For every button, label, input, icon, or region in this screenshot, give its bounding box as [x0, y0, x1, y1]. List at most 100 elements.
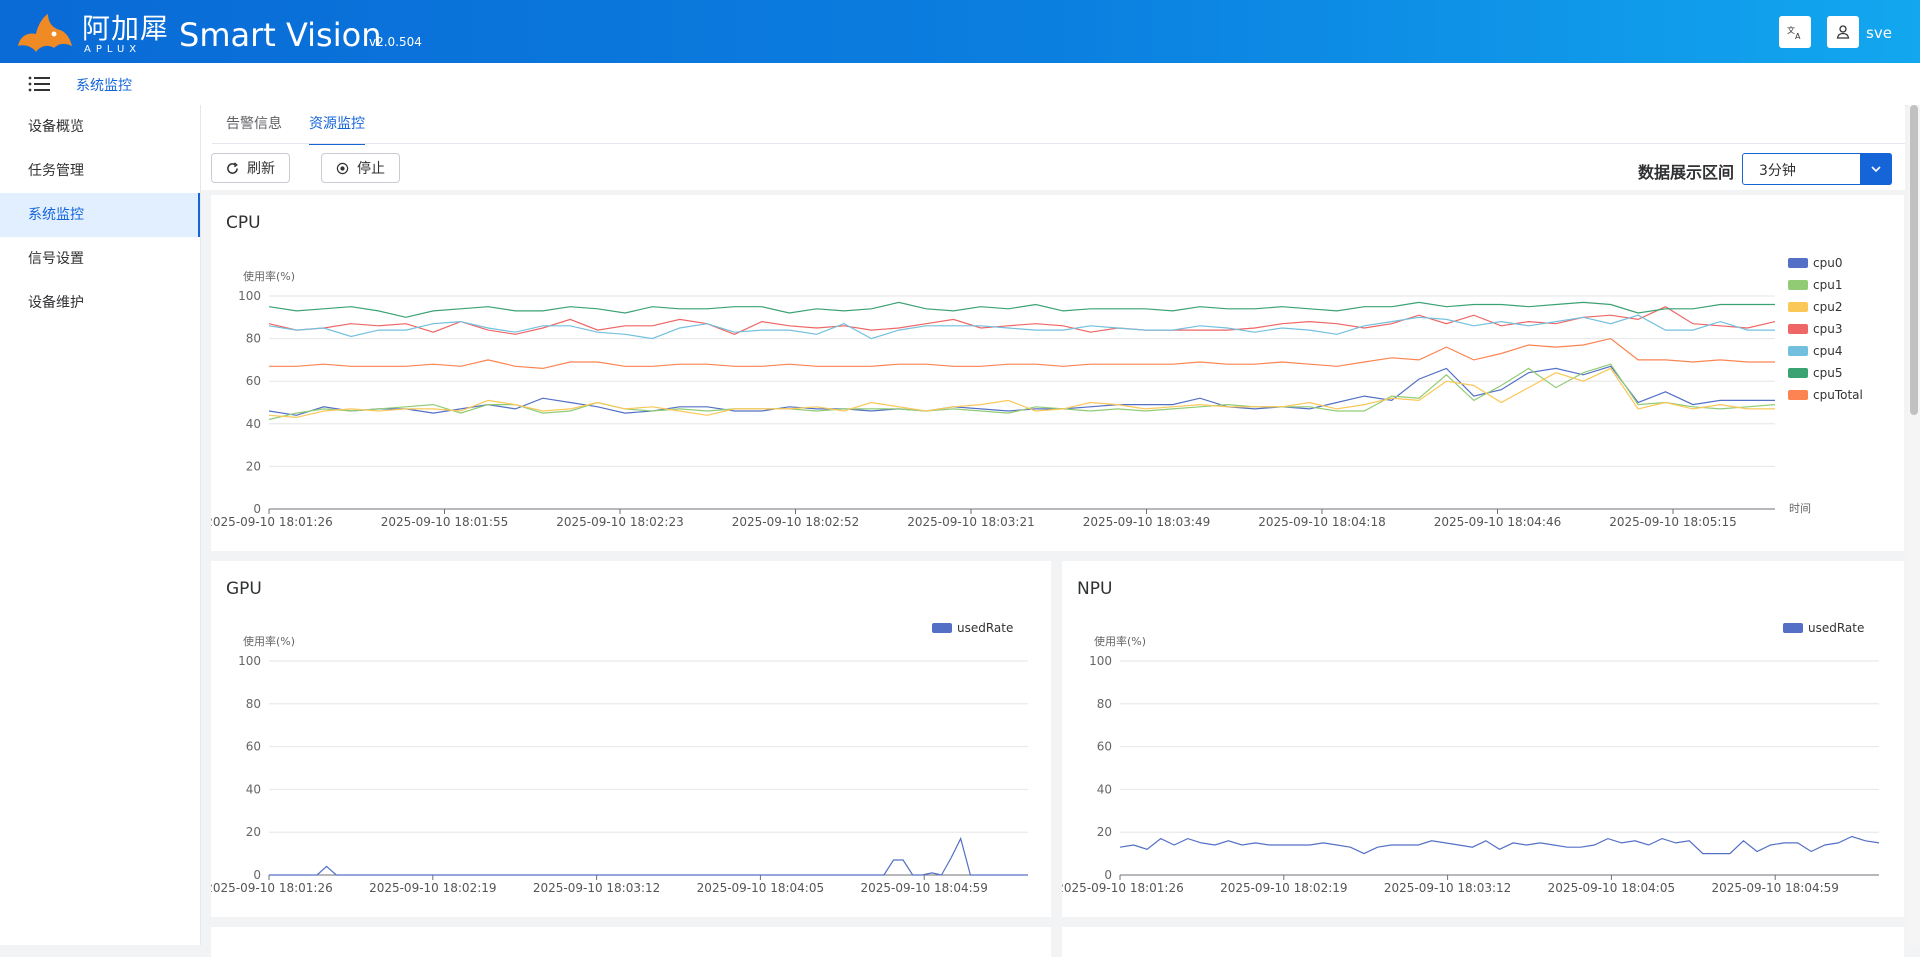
cpu-svg-series-cpu2 — [268, 367, 1775, 419]
cpu-svg-legend-label-cpu4: cpu4 — [1813, 344, 1842, 358]
chart-card-partial-left — [211, 927, 1051, 957]
page-scrollbar[interactable] — [1908, 105, 1920, 945]
cpu-svg-xlabel: 时间 — [1789, 502, 1811, 515]
main-content: 告警信息 资源监控 刷新 停止 数据展示区间 3分钟 — [201, 105, 1905, 957]
npu-svg-ytick-label: 40 — [1097, 782, 1112, 796]
cpu-chart-title: CPU — [226, 213, 261, 233]
cpu-chart-card: CPU 使用率(%) 0 20 40 60 80 100 2025-09-10 18:01:2… — [205, 195, 1904, 551]
npu-svg-series-usedRate — [1119, 835, 1880, 855]
range-dropdown-button[interactable] — [1860, 153, 1892, 185]
user-button[interactable] — [1827, 16, 1859, 48]
npu-svg-ytick-label: 100 — [1089, 654, 1112, 668]
stop-label: 停止 — [357, 161, 385, 177]
cpu-svg-ytick-label: 80 — [246, 332, 261, 346]
cpu-svg-legend-swatch-cpuTotal — [1788, 390, 1808, 400]
brand-name-en: APLUX — [84, 44, 142, 55]
npu-chart: 使用率(%) 0 20 40 60 80 100 2025-09-10 18:01:26 202… — [1056, 621, 1880, 895]
gpu-svg-legend-label-usedRate: usedRate — [957, 621, 1013, 635]
npu-svg-xtick-label: 2025-09-10 18:01:26 — [1062, 881, 1184, 895]
gpu-svg-ytick-label: 100 — [238, 654, 261, 668]
npu-svg-xtick-label: 2025-09-10 18:04:59 — [1711, 881, 1838, 895]
language-button[interactable]: 文 A — [1779, 16, 1811, 48]
brand-name-cn: 阿加犀 — [82, 12, 170, 45]
chart-card-partial-right — [1062, 927, 1904, 957]
sidebar-item-signal-settings[interactable]: 信号设置 — [28, 251, 84, 267]
cpu-svg-legend-label-cpu5: cpu5 — [1813, 366, 1842, 380]
cpu-svg-legend-swatch-cpu2 — [1788, 302, 1808, 312]
range-select[interactable]: 3分钟 — [1742, 153, 1892, 185]
gpu-svg-ytick-label: 20 — [246, 825, 261, 839]
cpu-svg-series-cpuTotal — [269, 337, 1775, 370]
cpu-svg-legend-swatch-cpu1 — [1788, 280, 1808, 290]
gpu-svg-xtick-label: 2025-09-10 18:04:05 — [697, 881, 824, 895]
npu-svg-ytick-label: 60 — [1097, 740, 1112, 754]
gpu-chart-title: GPU — [226, 579, 262, 599]
refresh-button[interactable]: 刷新 — [211, 153, 290, 183]
cpu-svg-ylabel: 使用率(%) — [243, 269, 295, 283]
npu-svg-ytick-label: 20 — [1097, 825, 1112, 839]
npu-chart-card: NPU 使用率(%) 0 20 40 60 80 100 2025-09-10 18:01:2… — [1056, 561, 1904, 917]
cpu-svg-ytick-label: 40 — [246, 417, 261, 431]
user-icon — [1836, 25, 1850, 39]
npu-svg-ytick-label: 0 — [1104, 868, 1112, 882]
cpu-svg-series-cpu4 — [268, 314, 1775, 340]
cpu-svg-xtick-label: 2025-09-10 18:03:49 — [1083, 515, 1210, 529]
cpu-svg-ytick-label: 0 — [253, 502, 261, 516]
sidebar-item-device-maintenance[interactable]: 设备维护 — [28, 295, 84, 311]
gpu-svg-series-usedRate — [269, 836, 1028, 876]
user-name[interactable]: sve — [1866, 24, 1892, 42]
cpu-svg-legend-label-cpu1: cpu1 — [1813, 278, 1842, 292]
cpu-svg-legend-label-cpuTotal: cpuTotal — [1813, 388, 1863, 402]
breadcrumb: 系统监控 — [76, 78, 132, 94]
gpu-chart: 使用率(%) 0 20 40 60 80 100 2025-09-10 18:01:26 202… — [205, 621, 1028, 895]
cpu-chart: 使用率(%) 0 20 40 60 80 100 2025-09-10 18:01:26 202… — [205, 256, 1863, 529]
sidebar: 设备概览 任务管理 系统监控 信号设置 设备维护 — [0, 105, 201, 945]
gpu-svg-legend-swatch-usedRate — [932, 623, 952, 633]
sidebar-item-device-overview[interactable]: 设备概览 — [28, 119, 84, 135]
gpu-svg-xtick-label: 2025-09-10 18:04:59 — [860, 881, 987, 895]
npu-chart-title: NPU — [1077, 579, 1113, 599]
cpu-svg-legend-swatch-cpu3 — [1788, 324, 1808, 334]
scrollbar-thumb[interactable] — [1910, 105, 1918, 415]
range-value: 3分钟 — [1759, 163, 1796, 179]
tab-resource-monitor[interactable]: 资源监控 — [309, 105, 365, 145]
npu-svg-ylabel: 使用率(%) — [1094, 634, 1146, 648]
tab-bar: 告警信息 资源监控 — [226, 105, 392, 145]
top-header: 阿加犀 APLUX Smart Vision v2.0.504 文 A sve — [0, 0, 1920, 63]
cpu-svg-legend-label-cpu3: cpu3 — [1813, 322, 1842, 336]
stop-icon — [336, 162, 349, 174]
gpu-svg-ytick-label: 0 — [253, 868, 261, 882]
refresh-label: 刷新 — [247, 161, 275, 177]
cpu-svg-xtick-label: 2025-09-10 18:05:15 — [1609, 515, 1736, 529]
npu-svg-xtick-label: 2025-09-10 18:04:05 — [1548, 881, 1675, 895]
stop-button[interactable]: 停止 — [321, 153, 400, 183]
svg-text:文: 文 — [1787, 25, 1795, 35]
tab-alarm-info[interactable]: 告警信息 — [226, 116, 282, 132]
npu-svg-xtick-label: 2025-09-10 18:03:12 — [1384, 881, 1511, 895]
range-label: 数据展示区间 — [1638, 163, 1735, 182]
gpu-svg-ytick-label: 80 — [246, 697, 261, 711]
translate-icon: 文 A — [1787, 25, 1801, 41]
npu-svg-xtick-label: 2025-09-10 18:02:19 — [1220, 881, 1347, 895]
cpu-svg-series-cpu5 — [268, 301, 1775, 318]
cpu-svg-xtick-label: 2025-09-10 18:02:23 — [556, 515, 683, 529]
cpu-svg-ytick-label: 20 — [246, 459, 261, 473]
cpu-svg-ytick-label: 100 — [238, 289, 261, 303]
refresh-icon — [227, 161, 238, 174]
gpu-svg-xtick-label: 2025-09-10 18:02:19 — [369, 881, 496, 895]
gpu-svg-xtick-label: 2025-09-10 18:03:12 — [533, 881, 660, 895]
sidebar-item-task-management[interactable]: 任务管理 — [28, 163, 84, 179]
cpu-svg-legend-swatch-cpu4 — [1788, 346, 1808, 356]
npu-svg-ytick-label: 80 — [1097, 697, 1112, 711]
cpu-svg-legend-swatch-cpu0 — [1788, 258, 1808, 268]
cpu-svg-series-cpu0 — [268, 365, 1775, 416]
sidebar-item-system-monitor[interactable]: 系统监控 — [0, 193, 200, 237]
gpu-svg-ytick-label: 40 — [246, 782, 261, 796]
sub-header: 系统监控 — [0, 63, 1920, 106]
gpu-svg-ylabel: 使用率(%) — [243, 634, 295, 648]
cpu-svg-xtick-label: 2025-09-10 18:03:21 — [907, 515, 1034, 529]
cpu-svg-series-cpu3 — [268, 306, 1776, 335]
cpu-svg-xtick-label: 2025-09-10 18:02:52 — [732, 515, 859, 529]
menu-toggle-icon[interactable] — [28, 75, 50, 93]
gpu-svg-ytick-label: 60 — [246, 740, 261, 754]
